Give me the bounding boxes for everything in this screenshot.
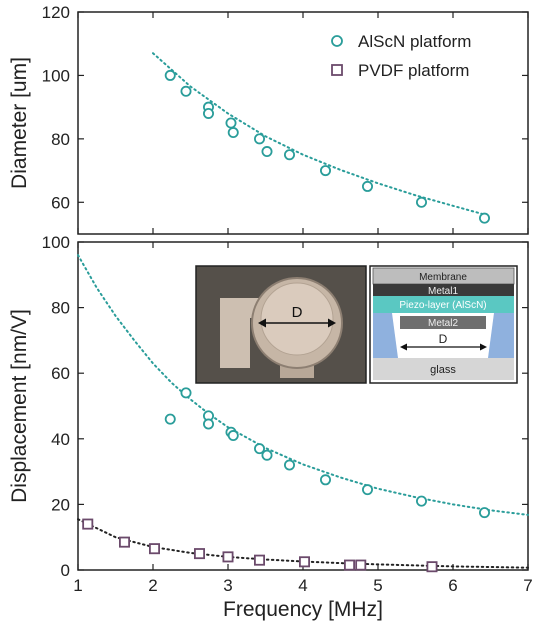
diameter-y-tick-label: 60: [51, 193, 70, 212]
piezo-layer: [373, 296, 514, 313]
glass-label: glass: [430, 364, 456, 376]
displacement-point-alscn: [227, 430, 239, 442]
displacement-x-tick-label: 5: [373, 576, 382, 595]
displacement-x-tick-label: 6: [448, 576, 457, 595]
displacement-point-pvdf: [222, 551, 234, 563]
photo-arrow-head-left: [258, 318, 266, 328]
displacement-point-alscn: [261, 449, 273, 461]
displacement-x-tick-label: 2: [148, 576, 157, 595]
displacement-point-pvdf: [82, 518, 94, 530]
frequency-x-axis-label: Frequency [MHz]: [223, 598, 383, 621]
cross-diameter-label: D: [439, 332, 448, 346]
diameter-point-alscn: [283, 149, 295, 161]
diameter-point-alscn: [164, 69, 176, 81]
diameter-y-tick-label: 100: [42, 66, 70, 85]
diameter-point-alscn: [180, 85, 192, 97]
diameter-panel: 60 80 100 120 Diameter [um] AlScN platform …: [8, 3, 529, 235]
displacement-y-tick-label: 100: [42, 233, 70, 252]
displacement-x-tick-label: 1: [73, 576, 82, 595]
diameter-point-alscn: [361, 180, 373, 192]
photo-arrow-head-right: [328, 318, 336, 328]
metal1-label: Metal1: [428, 286, 458, 297]
cross-section-inset: Membrane Metal1 Piezo-layer (AlScN) Meta…: [369, 265, 518, 384]
displacement-point-alscn: [164, 413, 176, 425]
diameter-y-axis-label: Diameter [um]: [8, 57, 31, 189]
metal1-layer: [373, 284, 514, 296]
legend-alscn-marker: [331, 35, 343, 47]
displacement-point-alscn: [415, 495, 427, 507]
piezo-label: Piezo-layer (AlScN): [399, 300, 486, 311]
support-right: [488, 313, 514, 358]
displacement-x-tick-label: 7: [523, 576, 532, 595]
displacement-point-alscn: [180, 387, 192, 399]
diameter-points: [164, 69, 490, 224]
displacement-y-tick-label: 20: [51, 495, 70, 514]
displacement-points: [82, 387, 490, 573]
displacement-point-pvdf: [343, 559, 355, 571]
diameter-fit-alscn: [152, 52, 492, 218]
photo-membrane-inner: [260, 282, 334, 356]
diameter-point-alscn: [225, 117, 237, 129]
displacement-fit-alscn: [77, 254, 529, 516]
diameter-point-alscn: [415, 196, 427, 208]
diameter-point-alscn: [253, 133, 265, 145]
displacement-x-tick-label: 4: [298, 576, 307, 595]
legend-pvdf-marker: [331, 64, 343, 76]
diameter-y-tick-label: 80: [51, 130, 70, 149]
displacement-point-alscn: [361, 484, 373, 496]
support-left: [373, 313, 398, 358]
diameter-fit-lines: [152, 52, 492, 218]
displacement-y-tick-label: 0: [61, 561, 70, 580]
membrane-label: Membrane: [419, 272, 467, 283]
displacement-point-pvdf: [148, 543, 160, 555]
photo-diameter-label: D: [292, 304, 303, 321]
cross-arrow-head-left: [400, 343, 407, 351]
displacement-point-alscn: [283, 459, 295, 471]
displacement-y-tick-label: 40: [51, 430, 70, 449]
diameter-point-alscn: [227, 127, 239, 139]
displacement-y-tick-label: 80: [51, 299, 70, 318]
displacement-point-pvdf: [426, 561, 438, 573]
diameter-point-alscn: [478, 212, 490, 224]
diameter-point-alscn: [202, 107, 214, 119]
displacement-point-alscn: [478, 507, 490, 519]
displacement-point-pvdf: [119, 536, 131, 548]
displacement-point-pvdf: [253, 554, 265, 566]
diameter-point-alscn: [319, 165, 331, 177]
cross-arrow-head-right: [480, 343, 487, 351]
displacement-point-pvdf: [193, 548, 205, 560]
legend-pvdf-label: PVDF platform: [358, 61, 469, 80]
device-photo-inset: D: [195, 265, 367, 384]
metal2-layer: [400, 316, 486, 329]
displacement-point-alscn: [202, 418, 214, 430]
legend: AlScN platform PVDF platform: [331, 32, 471, 80]
displacement-point-pvdf: [355, 559, 367, 571]
diameter-y-ticks: 60 80 100 120: [42, 3, 529, 234]
displacement-panel: 0 20 40 60 80 100 1 2 3 4 5 6 7 Displacement [nm/V]…: [8, 233, 533, 621]
legend-alscn-label: AlScN platform: [358, 32, 471, 51]
metal2-label: Metal2: [428, 318, 458, 329]
displacement-y-tick-label: 60: [51, 364, 70, 383]
glass-substrate: [373, 358, 514, 380]
diameter-y-tick-label: 120: [42, 3, 70, 22]
displacement-x-tick-label: 3: [223, 576, 232, 595]
diameter-point-alscn: [261, 146, 273, 158]
displacement-point-pvdf: [298, 556, 310, 568]
displacement-point-alscn: [319, 474, 331, 486]
displacement-y-axis-label: Displacement [nm/V]: [8, 309, 31, 503]
displacement-y-ticks: 0 20 40 60 80 100: [42, 233, 528, 580]
displacement-point-alscn: [253, 443, 265, 455]
